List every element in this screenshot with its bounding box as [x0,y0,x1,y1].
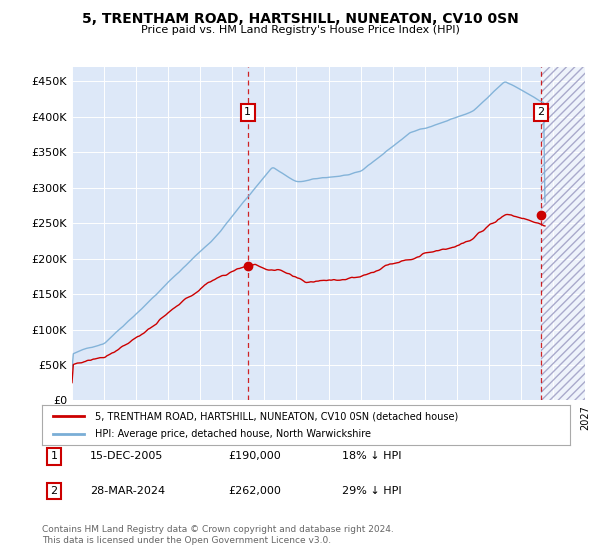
Text: 5, TRENTHAM ROAD, HARTSHILL, NUNEATON, CV10 0SN (detached house): 5, TRENTHAM ROAD, HARTSHILL, NUNEATON, C… [95,411,458,421]
Text: 28-MAR-2024: 28-MAR-2024 [90,486,165,496]
Text: £262,000: £262,000 [228,486,281,496]
Text: 1: 1 [50,451,58,461]
Text: Price paid vs. HM Land Registry's House Price Index (HPI): Price paid vs. HM Land Registry's House … [140,25,460,35]
Text: HPI: Average price, detached house, North Warwickshire: HPI: Average price, detached house, Nort… [95,429,371,439]
Text: £190,000: £190,000 [228,451,281,461]
Text: 15-DEC-2005: 15-DEC-2005 [90,451,163,461]
Text: 2: 2 [50,486,58,496]
Text: 29% ↓ HPI: 29% ↓ HPI [342,486,401,496]
Text: 2: 2 [537,107,544,117]
Text: Contains HM Land Registry data © Crown copyright and database right 2024.
This d: Contains HM Land Registry data © Crown c… [42,525,394,545]
Text: 5, TRENTHAM ROAD, HARTSHILL, NUNEATON, CV10 0SN: 5, TRENTHAM ROAD, HARTSHILL, NUNEATON, C… [82,12,518,26]
Text: 1: 1 [244,107,251,117]
Bar [541,67,585,400]
Text: 18% ↓ HPI: 18% ↓ HPI [342,451,401,461]
Bar [541,67,585,400]
